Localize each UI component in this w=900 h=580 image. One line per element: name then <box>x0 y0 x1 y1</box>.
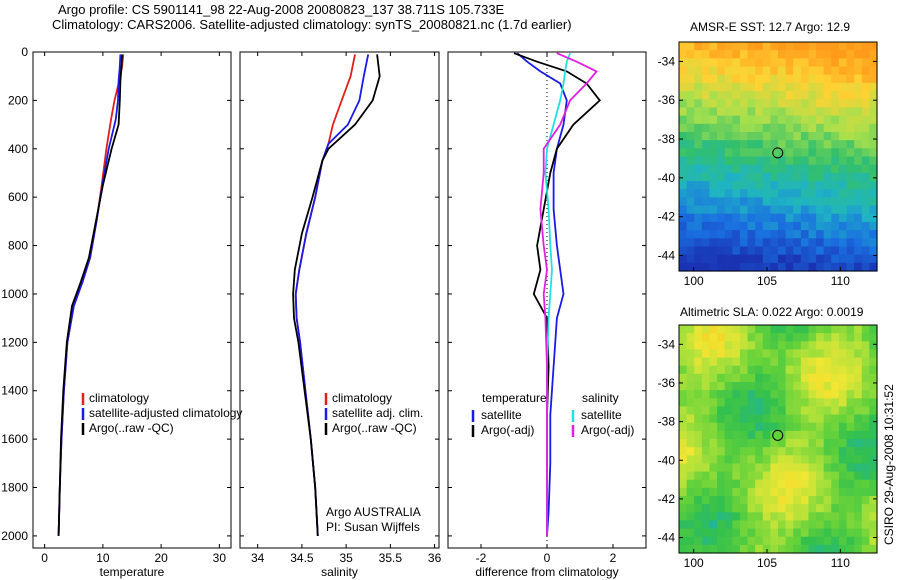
difference-profile-series-2 <box>544 52 571 536</box>
temperature-profile-xtick-label: 0 <box>41 551 48 565</box>
depth-tick-label: 400 <box>8 142 28 156</box>
argo-float-marker <box>772 429 784 441</box>
temperature-profile-legend-label: satellite-adjusted climatology <box>89 406 242 420</box>
sst-map-ytick-label: -34 <box>658 54 676 68</box>
sst-map-ytick-label: -42 <box>658 210 676 224</box>
temperature-profile-xlabel: temperature <box>100 565 165 579</box>
figure-title-line2: Climatology: CARS2006. Satellite-adjuste… <box>52 17 572 32</box>
sst-map-xtick-label: 105 <box>757 274 777 288</box>
temperature-profile-legend-label: Argo(..raw -QC) <box>89 421 174 435</box>
argo-float-marker <box>772 147 784 159</box>
depth-tick-label: 0 <box>21 45 28 59</box>
difference-profile-series-0 <box>516 52 568 536</box>
diff-legend-label: Argo(-adj) <box>581 423 634 437</box>
difference-profile-series-3 <box>539 52 598 536</box>
salinity-profile-xtick-label: 36 <box>428 551 442 565</box>
temperature-profile-series-1 <box>57 54 122 536</box>
difference-profile-xtick-label: -2 <box>476 551 487 565</box>
sla-map-ytick-label: -42 <box>658 492 676 506</box>
diff-legend-label: Argo(-adj) <box>481 423 534 437</box>
credit-label: CSIRO 29-Aug-2008 10:31:52 <box>882 384 896 545</box>
sla-map-ytick-label: -36 <box>658 376 676 390</box>
sla-map-title: Altimetric SLA: 0.022 Argo: 0.0019 <box>680 305 864 319</box>
sla-map-grid <box>679 325 878 554</box>
difference-profile-series-1 <box>513 52 602 536</box>
sst-map-ytick-label: -36 <box>658 93 676 107</box>
temperature-profile-xtick-label: 10 <box>96 551 110 565</box>
temperature-profile-xtick-label: 20 <box>154 551 168 565</box>
depth-tick-label: 800 <box>8 239 28 253</box>
salinity-profile-xtick-label: 34.5 <box>290 551 314 565</box>
salinity-profile-xtick-label: 35 <box>339 551 353 565</box>
sst-map-ytick-label: -40 <box>658 171 676 185</box>
temperature-profile-frame <box>32 51 232 549</box>
temperature-profile-series-2 <box>57 54 123 536</box>
sst-map-xtick-label: 100 <box>684 274 704 288</box>
depth-tick-label: 2000 <box>1 529 28 543</box>
sst-map-frame <box>678 41 878 272</box>
diff-legend-header-temperature: temperature <box>482 391 547 405</box>
difference-profile-xlabel: difference from climatology <box>475 565 618 579</box>
sla-map-ytick-label: -38 <box>658 415 676 429</box>
sla-map-frame <box>678 324 878 554</box>
salinity-profile-xlabel: salinity <box>321 565 358 579</box>
sla-map-xtick-label: 110 <box>831 556 850 570</box>
salinity-profile-frame <box>239 51 440 549</box>
diff-legend-label: satellite <box>581 408 622 422</box>
diff-legend-label: satellite <box>481 408 522 422</box>
sst-map-xtick-label: 110 <box>831 274 850 288</box>
sla-map-ytick-label: -44 <box>658 531 676 545</box>
depth-tick-label: 1600 <box>1 432 28 446</box>
sst-map-ytick-label: -44 <box>658 248 676 262</box>
salinity-profile-legend-label: Argo(..raw -QC) <box>332 421 417 435</box>
salinity-profile-series-2 <box>292 54 381 536</box>
depth-tick-label: 1800 <box>1 481 28 495</box>
argo-country-annotation: Argo AUSTRALIA <box>326 505 421 519</box>
salinity-profile-legend-label: climatology <box>332 391 392 405</box>
sla-map-xtick-label: 100 <box>684 556 704 570</box>
sst-map-grid <box>679 42 878 272</box>
depth-tick-label: 1000 <box>1 287 28 301</box>
depth-tick-label: 600 <box>8 190 28 204</box>
depth-tick-label: 1400 <box>1 384 28 398</box>
sst-map-ytick-label: -38 <box>658 132 676 146</box>
pi-annotation: PI: Susan Wijffels <box>326 520 420 534</box>
depth-tick-label: 200 <box>8 93 28 107</box>
sst-map-title: AMSR-E SST: 12.7 Argo: 12.9 <box>690 20 851 34</box>
depth-tick-label: 1200 <box>1 335 28 349</box>
sla-map-xtick-label: 105 <box>757 556 777 570</box>
salinity-profile-xtick-label: 35.5 <box>379 551 403 565</box>
sla-map-ytick-label: -40 <box>658 453 676 467</box>
difference-profile-xtick-label: 0 <box>544 551 551 565</box>
temperature-profile-xtick-label: 30 <box>213 551 227 565</box>
figure-title-line1: Argo profile: CS 5901141_98 22-Aug-2008 … <box>58 2 505 17</box>
salinity-profile-xtick-label: 34 <box>251 551 265 565</box>
sla-map-ytick-label: -34 <box>658 337 676 351</box>
temperature-profile-legend-label: climatology <box>89 391 149 405</box>
diff-legend-header-salinity: salinity <box>582 391 619 405</box>
salinity-profile-legend-label: satellite adj. clim. <box>332 406 423 420</box>
difference-profile-xtick-label: 2 <box>610 551 617 565</box>
